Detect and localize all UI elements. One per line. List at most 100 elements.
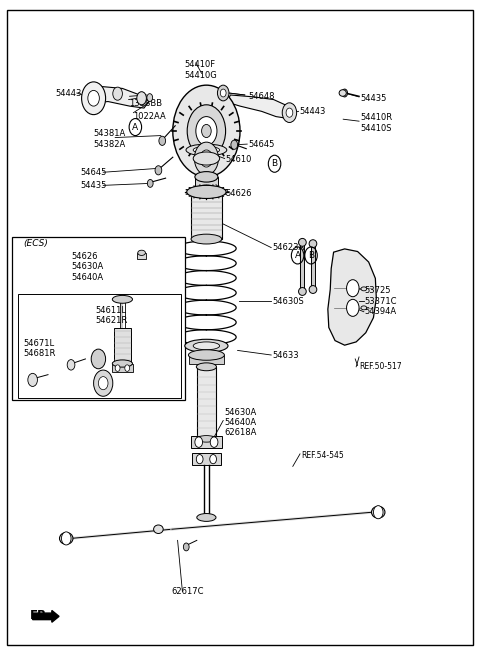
Bar [137,253,146,259]
Polygon shape [227,95,295,119]
Text: 54645: 54645 [81,168,107,177]
Text: 54410F
54410G: 54410F 54410G [185,60,217,80]
Circle shape [94,370,113,396]
Ellipse shape [112,295,132,303]
Text: 54630A
54640A
62618A: 54630A 54640A 62618A [225,407,257,438]
Circle shape [347,299,359,316]
Circle shape [210,437,218,447]
Circle shape [67,360,75,370]
Ellipse shape [196,363,216,371]
Text: B: B [308,251,314,260]
Circle shape [28,373,37,386]
Text: (ECS): (ECS) [23,239,48,248]
Text: A: A [295,251,300,260]
Ellipse shape [112,360,132,367]
Text: 54630S: 54630S [273,297,304,306]
Bar [192,453,221,465]
Circle shape [115,365,120,371]
Circle shape [91,349,106,369]
Circle shape [373,506,383,519]
Ellipse shape [193,147,219,154]
Bar [195,177,218,190]
Bar [112,364,133,372]
Text: 54394A: 54394A [365,307,397,316]
Text: 54626: 54626 [226,189,252,198]
Ellipse shape [361,287,367,291]
Ellipse shape [193,152,219,165]
Text: 54435: 54435 [81,181,107,190]
Circle shape [347,280,359,297]
Ellipse shape [154,525,163,533]
Text: 54633: 54633 [273,350,299,360]
Circle shape [202,124,211,138]
Ellipse shape [195,172,218,182]
Circle shape [195,437,203,447]
Ellipse shape [361,306,367,310]
Circle shape [137,92,146,105]
Bar [12,237,185,400]
Ellipse shape [186,144,227,156]
Circle shape [342,89,348,97]
Circle shape [183,543,189,551]
Text: 54648: 54648 [249,92,275,101]
Ellipse shape [372,506,385,518]
Text: 54381A
54382A: 54381A 54382A [94,129,126,149]
Bar [191,436,222,448]
Ellipse shape [138,250,145,255]
Circle shape [155,166,162,175]
Circle shape [220,89,226,97]
Text: 54611L
54621R: 54611L 54621R [95,306,127,326]
Ellipse shape [309,286,317,293]
Circle shape [231,140,238,149]
Circle shape [147,179,153,187]
Circle shape [286,108,293,117]
Circle shape [159,136,166,145]
Bar [189,355,224,364]
Text: FR.: FR. [30,609,52,622]
Circle shape [147,94,153,102]
Text: 54645: 54645 [249,140,275,149]
Circle shape [61,532,71,545]
Circle shape [282,103,297,122]
Text: 54410R
54410S: 54410R 54410S [360,113,392,133]
Polygon shape [84,86,149,108]
Text: 54626: 54626 [71,252,97,261]
Text: 54443: 54443 [55,88,82,98]
Text: REF.50-517: REF.50-517 [359,362,402,371]
Circle shape [210,455,216,464]
Text: 53725: 53725 [365,286,391,295]
Ellipse shape [187,185,226,198]
Ellipse shape [299,288,306,295]
Ellipse shape [195,185,218,195]
Text: 54671L
54681R: 54671L 54681R [23,339,55,358]
Circle shape [88,90,99,106]
Circle shape [217,85,229,101]
Ellipse shape [309,240,317,248]
Ellipse shape [193,342,219,350]
Text: 54623A: 54623A [273,243,305,252]
Circle shape [125,365,130,371]
Ellipse shape [188,350,225,360]
Circle shape [173,85,240,177]
Circle shape [194,142,218,175]
FancyArrow shape [33,610,59,622]
Circle shape [82,82,106,115]
Ellipse shape [299,238,306,246]
Bar [18,294,181,398]
Text: 1022AA: 1022AA [133,112,166,121]
Bar [191,192,222,239]
Text: 54435: 54435 [360,94,386,103]
Bar [197,367,216,439]
Circle shape [98,377,108,390]
Text: 62617C: 62617C [172,587,204,596]
Circle shape [196,117,217,145]
Circle shape [200,150,213,167]
Polygon shape [328,249,376,345]
Text: 1338BB: 1338BB [129,99,162,108]
Ellipse shape [191,234,222,244]
Text: 54630A
54640A: 54630A 54640A [71,262,103,282]
Ellipse shape [197,514,216,521]
Ellipse shape [197,436,216,442]
Circle shape [187,105,226,157]
Text: 53371C: 53371C [365,297,397,306]
